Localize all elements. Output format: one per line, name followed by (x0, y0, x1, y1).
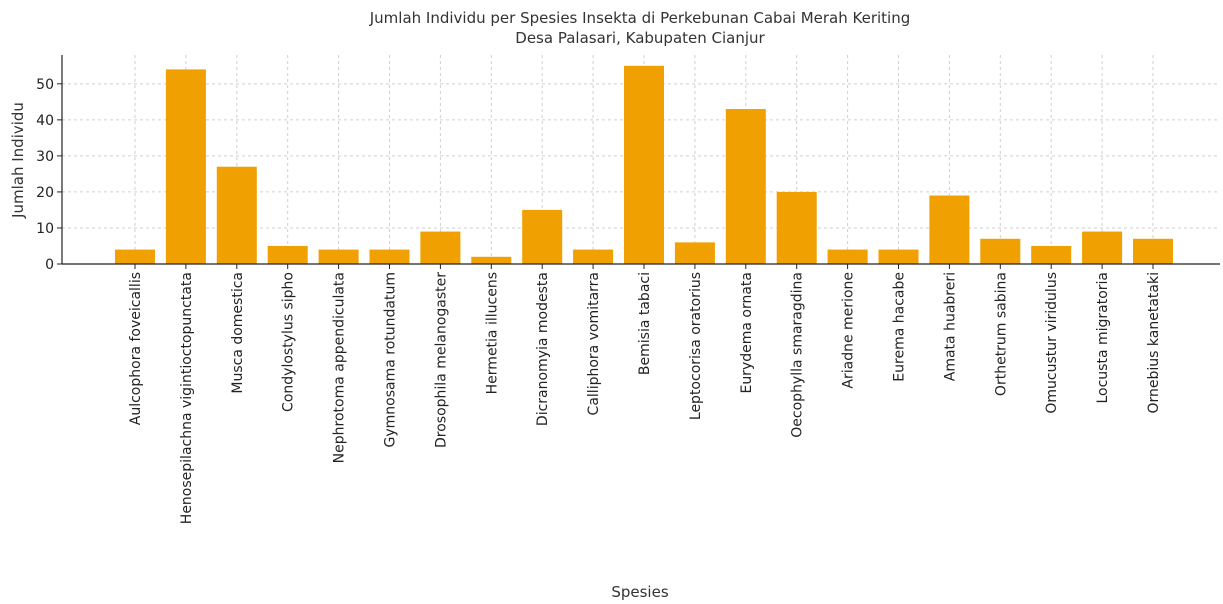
x-tick-label: Henosepilachna vigintioctopunctata (179, 272, 195, 524)
x-axis-ticks: Aulcophora foveicallis Henosepilachna vig… (128, 264, 1162, 524)
y-tick-label: 20 (36, 185, 54, 201)
axes (61, 55, 1220, 265)
x-tick-label: Oecophylla smaragdina (790, 272, 806, 438)
bar (165, 69, 206, 265)
x-tick-label: Eurema hacabe (892, 272, 908, 382)
chart-title: Jumlah Individu per Spesies Insekta di P… (369, 9, 910, 27)
bar (878, 249, 919, 264)
bar (369, 249, 410, 264)
bar (420, 231, 461, 264)
bar (980, 238, 1021, 264)
x-tick-label: Omucustur viridulus (1044, 272, 1060, 414)
bar (471, 256, 512, 264)
bar (522, 209, 563, 264)
x-tick-label: Bemisia tabaci (637, 272, 653, 375)
bars (115, 65, 1173, 265)
bar (573, 249, 614, 264)
bar (216, 166, 257, 264)
bar (267, 245, 308, 264)
x-tick-label: Musca domestica (230, 272, 246, 394)
chart-subtitle: Desa Palasari, Kabupaten Cianjur (515, 29, 765, 47)
bar (115, 249, 155, 264)
x-tick-label: Nephrotoma appendiculata (332, 272, 348, 463)
bar (1082, 231, 1123, 264)
x-tick-label: Ariadne merione (841, 272, 857, 389)
y-axis-ticks: 0 10 20 30 40 50 (36, 77, 62, 273)
x-tick-label: Ornebius kanetataki (1146, 272, 1162, 413)
x-tick-label: Dicranomyia modesta (535, 272, 551, 426)
bar (318, 249, 359, 264)
bar (624, 65, 664, 264)
x-tick-label: Condylostylus sipho (281, 272, 297, 412)
x-tick-label: Aulcophora foveicallis (128, 272, 144, 425)
y-tick-label: 50 (36, 77, 54, 93)
bar (929, 195, 970, 264)
bar (1031, 245, 1072, 264)
bar (827, 249, 868, 264)
x-tick-label: Gymnosama rotundatum (383, 272, 399, 447)
y-tick-label: 0 (45, 257, 54, 273)
y-tick-label: 10 (36, 221, 54, 237)
x-tick-label: Leptocorisa oratorius (688, 272, 704, 420)
bar (674, 242, 715, 264)
y-axis-label: Jumlah Individu (9, 102, 27, 219)
x-tick-label: Orthetrum sabina (993, 272, 1009, 396)
x-tick-label: Drosophila melanogaster (433, 272, 449, 448)
bar (1133, 238, 1173, 264)
y-tick-label: 40 (36, 113, 54, 129)
y-tick-label: 30 (36, 149, 54, 165)
x-tick-label: Hermetia illucens (484, 272, 500, 394)
x-tick-label: Amata huabreri (942, 272, 958, 381)
bar (725, 109, 766, 264)
x-axis-label: Spesies (611, 583, 668, 601)
x-tick-label: Calliphora vomitarra (586, 272, 602, 415)
x-tick-label: Locusta migratoria (1095, 272, 1111, 404)
bar (776, 191, 817, 264)
x-tick-label: Eurydema ornata (739, 272, 755, 394)
